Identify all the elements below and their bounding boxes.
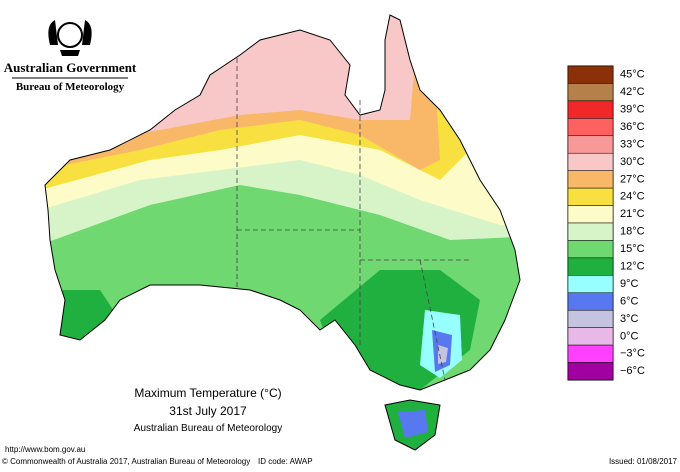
legend-swatch <box>567 83 614 102</box>
id-code: ID code: AWAP <box>258 457 313 466</box>
legend-label: 21°C <box>620 208 645 220</box>
emblem <box>48 20 92 56</box>
legend-label: 45°C <box>620 69 645 81</box>
legend-label: 15°C <box>620 243 645 255</box>
legend-label: −6°C <box>620 365 645 377</box>
copyright: © Commonwealth of Australia 2017, Austra… <box>2 457 250 466</box>
legend-swatch <box>567 170 614 189</box>
legend-swatch <box>567 135 614 154</box>
legend-swatch <box>567 240 614 259</box>
legend-label: 24°C <box>620 191 645 203</box>
legend-label: 27°C <box>620 173 645 185</box>
legend-swatch <box>567 309 614 328</box>
legend-swatch <box>567 152 614 171</box>
legend-swatch <box>567 344 614 363</box>
legend-label: 0°C <box>620 330 639 342</box>
legend-swatch <box>567 362 614 381</box>
legend: 45°C 42°C 39°C 36°C 33°C 30°C 27°C 24°C 21°C 18°C… <box>567 65 645 381</box>
legend-label: 36°C <box>620 121 645 133</box>
zone <box>398 410 428 438</box>
map-date: 31st July 2017 <box>169 404 247 418</box>
legend-label: 3°C <box>620 313 639 325</box>
legend-label: −3°C <box>620 348 645 360</box>
map-source: Australian Bureau of Meteorology <box>134 423 282 434</box>
legend-swatch <box>567 187 614 206</box>
bureau-name: Bureau of Meteorology <box>16 81 125 93</box>
map-title: Maximum Temperature (°C) <box>134 386 281 400</box>
legend-label: 42°C <box>620 86 645 98</box>
legend-swatch <box>567 65 614 84</box>
gov-title: Australian Government <box>4 60 137 75</box>
legend-swatch <box>567 327 614 346</box>
legend-label: 39°C <box>620 104 645 116</box>
zone <box>438 345 448 364</box>
legend-label: 33°C <box>620 138 645 150</box>
legend-label: 6°C <box>620 295 639 307</box>
legend-swatch <box>567 292 614 311</box>
legend-swatch <box>567 275 614 294</box>
legend-label: 9°C <box>620 278 639 290</box>
issued: Issued: 01/08/2017 <box>609 457 678 466</box>
legend-label: 18°C <box>620 226 645 238</box>
legend-swatch <box>567 100 614 119</box>
legend-swatch <box>567 118 614 137</box>
url: http://www.bom.gov.au <box>5 445 85 454</box>
legend-label: 30°C <box>620 156 645 168</box>
legend-swatch <box>567 222 614 241</box>
legend-label: 12°C <box>620 261 645 273</box>
state-borders <box>236 58 470 381</box>
coastline <box>44 14 521 451</box>
legend-swatch <box>567 205 614 224</box>
legend-swatch <box>567 257 614 276</box>
